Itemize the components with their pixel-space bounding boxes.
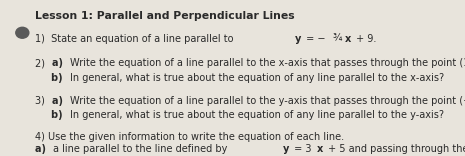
Ellipse shape [16,27,29,38]
Text: b): b) [51,110,66,120]
Text: x: x [345,34,351,44]
Text: ¾: ¾ [332,34,342,44]
Text: In general, what is true about the equation of any line parallel to the y-axis?: In general, what is true about the equat… [70,110,445,120]
Text: + 5 and passing through the point (3, -5): + 5 and passing through the point (3, -5… [325,144,465,154]
Text: = 3: = 3 [291,144,311,154]
Text: In general, what is true about the equation of any line parallel to the x-axis?: In general, what is true about the equat… [70,73,445,83]
Text: = −: = − [303,34,326,44]
Text: a): a) [52,96,66,106]
Text: y: y [295,34,301,44]
Text: a): a) [35,144,49,154]
Text: + 9.: + 9. [352,34,376,44]
Text: b): b) [51,73,66,83]
Text: Lesson 1: Parallel and Perpendicular Lines: Lesson 1: Parallel and Perpendicular Lin… [35,11,294,21]
Text: Write the equation of a line parallel to the x-axis that passes through the poin: Write the equation of a line parallel to… [70,58,465,68]
Text: 2): 2) [35,58,48,68]
Text: a): a) [52,58,66,68]
Text: 3): 3) [35,96,48,106]
Text: 1)  State an equation of a line parallel to: 1) State an equation of a line parallel … [35,34,237,44]
Text: y: y [282,144,289,154]
Text: 4) Use the given information to write the equation of each line.: 4) Use the given information to write th… [35,132,344,142]
Text: a line parallel to the line defined by: a line parallel to the line defined by [53,144,231,154]
Text: x: x [317,144,323,154]
Text: Write the equation of a line parallel to the y-axis that passes through the poin: Write the equation of a line parallel to… [70,96,465,106]
